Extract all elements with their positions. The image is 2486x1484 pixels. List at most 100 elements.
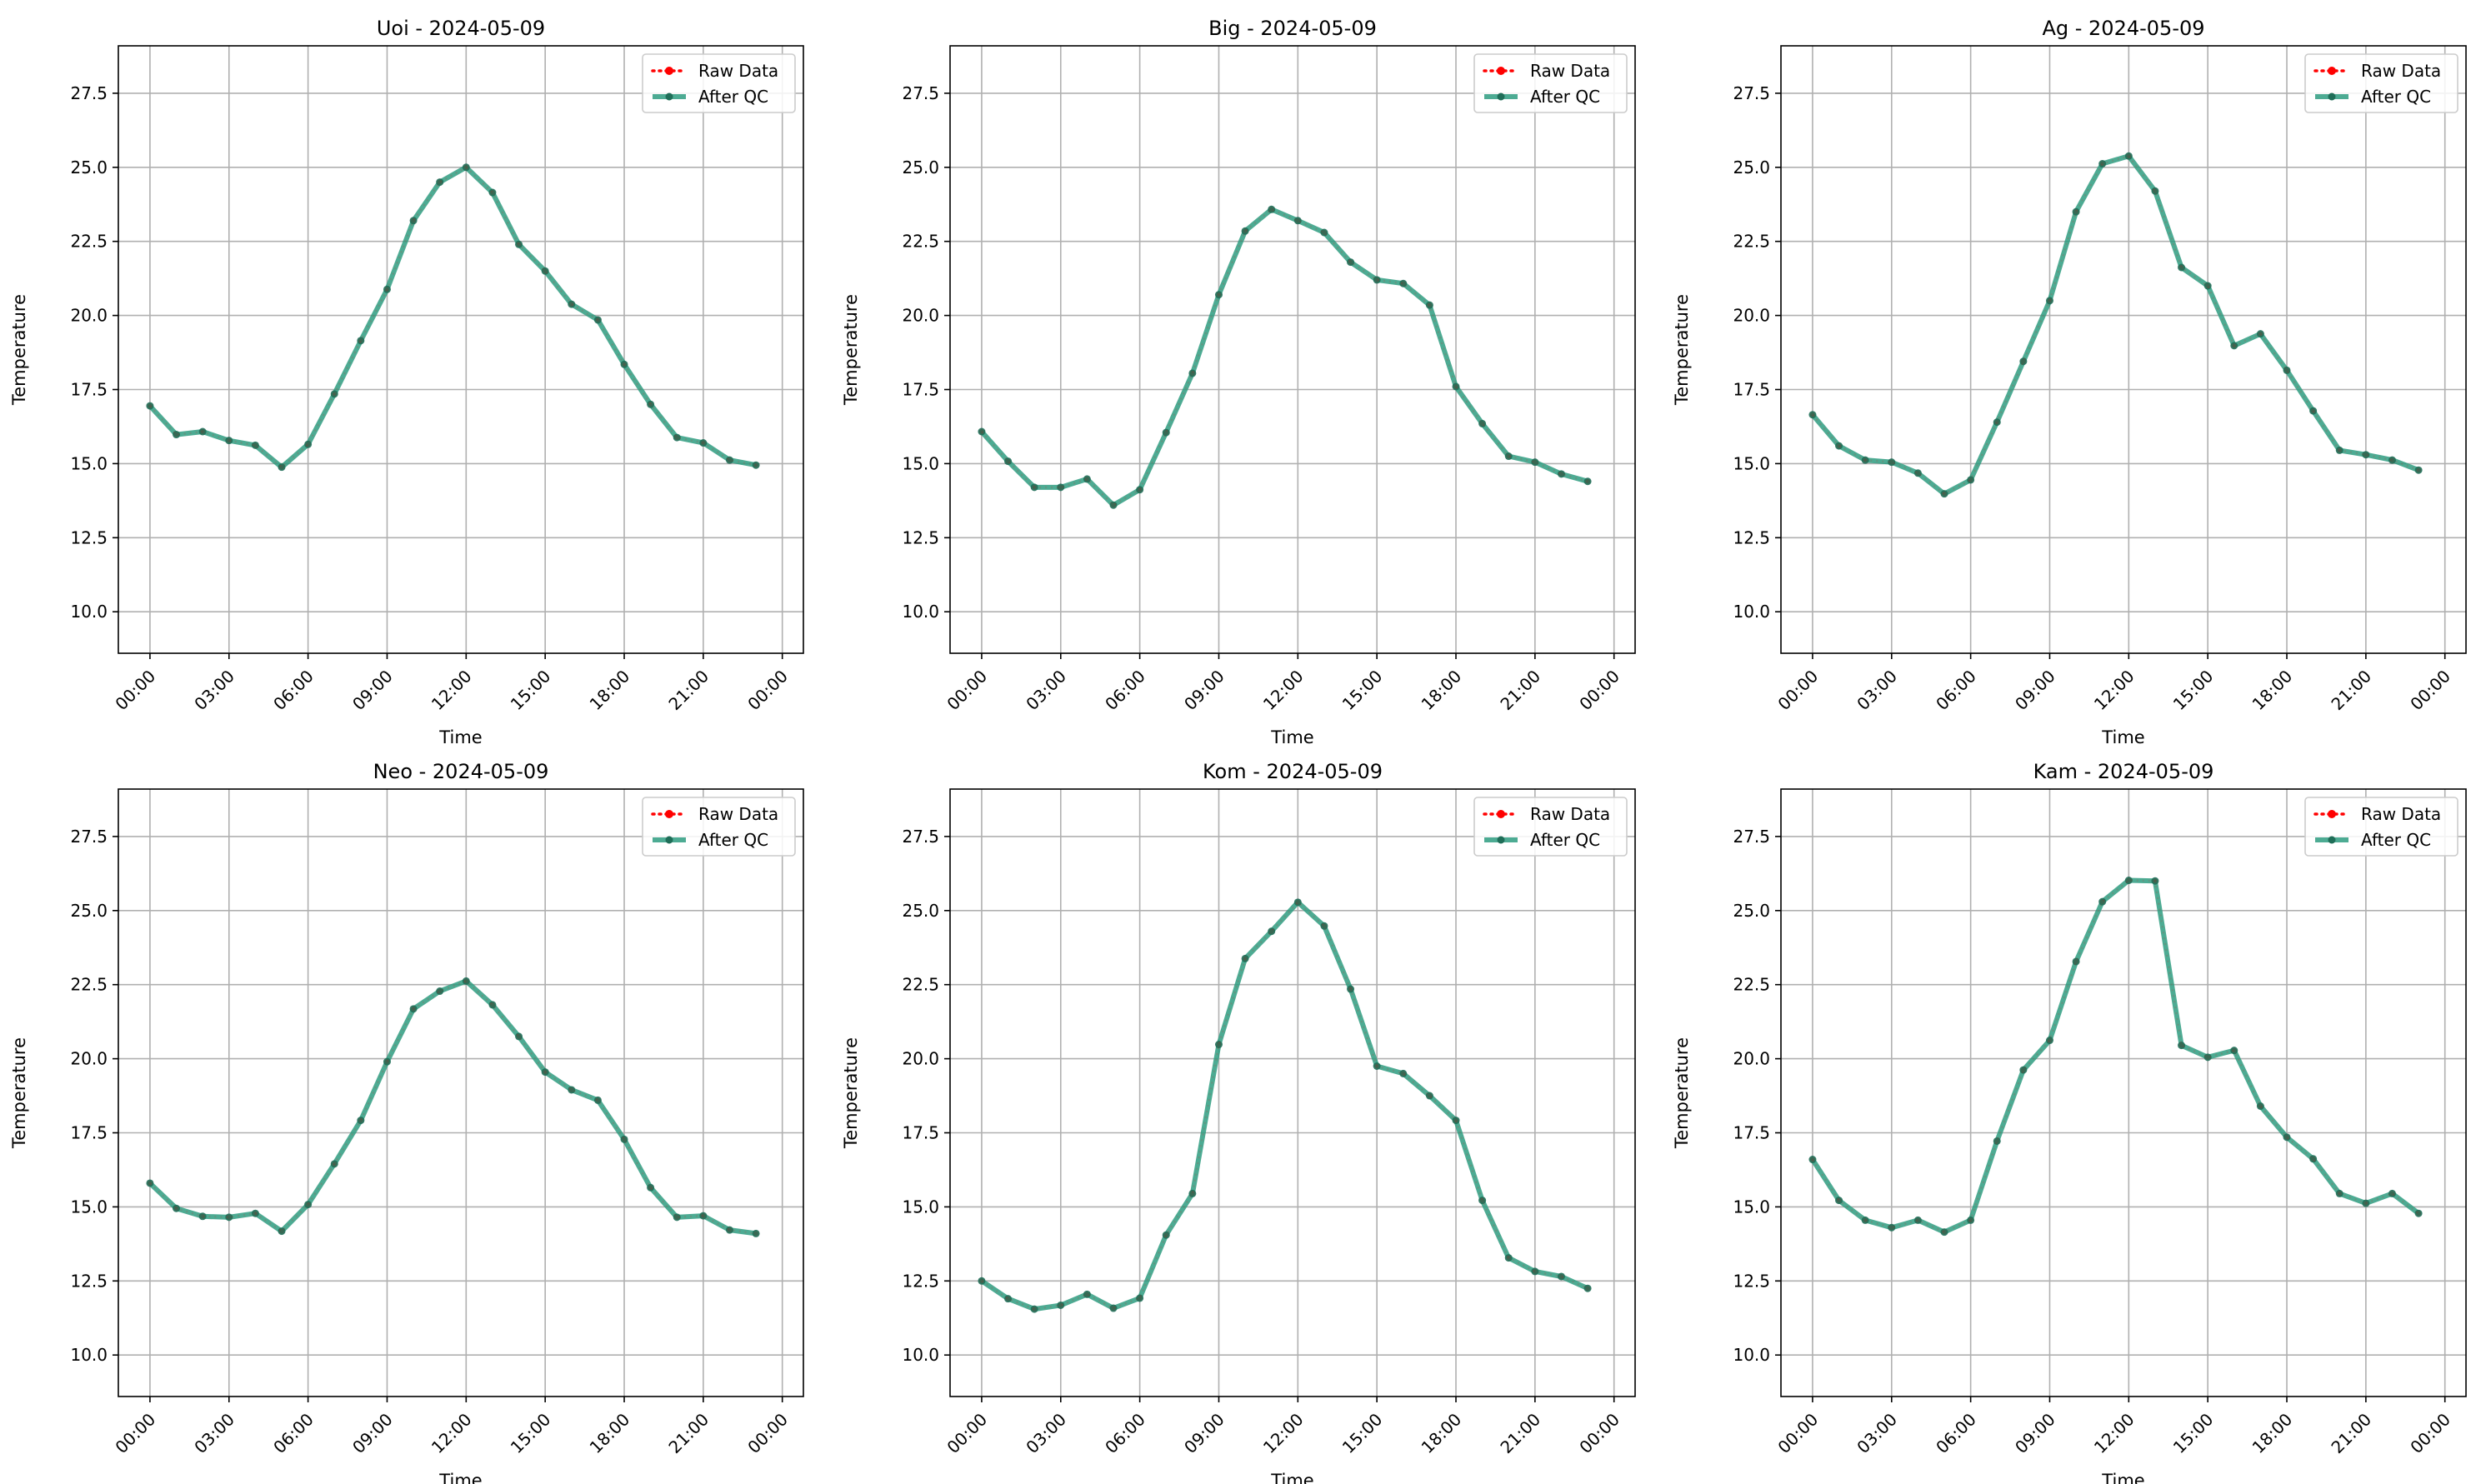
legend-marker-after-qc	[2328, 92, 2336, 101]
subplot-title: Neo - 2024-05-09	[373, 760, 549, 783]
series-line-after-qc	[147, 164, 759, 470]
y-tick-label: 22.5	[1733, 232, 1770, 252]
point-raw-data	[2284, 1134, 2290, 1140]
series-line-after-qc	[1809, 877, 2422, 1235]
point-raw-data	[1348, 987, 1353, 992]
point-raw-data	[200, 429, 206, 435]
point-after-qc	[2414, 1209, 2423, 1217]
point-after-qc	[1004, 1295, 1013, 1303]
point-after-qc	[2072, 207, 2080, 216]
legend-label-after-qc: After QC	[698, 830, 768, 850]
point-after-qc	[2019, 1066, 2028, 1074]
y-tick-label: 17.5	[70, 380, 108, 400]
point-after-qc	[752, 1229, 760, 1237]
point-after-qc	[1241, 227, 1249, 235]
y-axis-label: Temperature	[1672, 1037, 1692, 1149]
point-after-qc	[1913, 469, 1922, 477]
point-raw-data	[2047, 1037, 2053, 1043]
point-raw-data	[2231, 342, 2237, 348]
point-after-qc	[2203, 1053, 2212, 1062]
y-tick-label: 10.0	[1733, 602, 1770, 622]
y-tick-label: 15.0	[1733, 453, 1770, 473]
legend-label-raw-data: Raw Data	[698, 61, 778, 81]
point-raw-data	[2337, 447, 2343, 453]
point-raw-data	[2178, 1042, 2184, 1048]
y-tick-label: 27.5	[1733, 827, 1770, 847]
point-after-qc	[1583, 1284, 1592, 1292]
point-raw-data	[2258, 331, 2263, 337]
point-after-qc	[146, 402, 154, 410]
point-after-qc	[699, 439, 708, 447]
subplot-title: Kom - 2024-05-09	[1203, 760, 1383, 783]
point-after-qc	[1835, 442, 1843, 450]
point-after-qc	[1109, 501, 1118, 509]
point-after-qc	[1504, 452, 1513, 461]
point-raw-data	[1111, 1306, 1117, 1312]
point-after-qc	[2045, 297, 2053, 305]
legend-marker-after-qc	[2328, 836, 2336, 844]
legend-label-after-qc: After QC	[2361, 830, 2431, 850]
point-after-qc	[673, 1213, 681, 1222]
legend-marker-after-qc	[665, 836, 673, 844]
point-raw-data	[1994, 1138, 2000, 1144]
point-raw-data	[1216, 1042, 1222, 1047]
x-axis-label: Time	[438, 727, 482, 747]
point-after-qc	[620, 1135, 628, 1143]
point-raw-data	[622, 362, 628, 367]
y-tick-label: 12.5	[1733, 527, 1770, 547]
point-raw-data	[700, 1213, 706, 1219]
point-raw-data	[1058, 1302, 1063, 1308]
point-after-qc	[1030, 1305, 1038, 1313]
legend-marker-raw-data	[2328, 67, 2336, 75]
point-after-qc	[2098, 897, 2107, 906]
point-raw-data	[2231, 1047, 2237, 1053]
y-tick-label: 20.0	[902, 306, 939, 326]
legend-marker-raw-data	[2328, 810, 2336, 818]
point-raw-data	[1427, 302, 1433, 308]
point-raw-data	[1915, 470, 1921, 476]
y-tick-label: 12.5	[902, 1271, 939, 1291]
point-raw-data	[1295, 217, 1301, 223]
point-after-qc	[1057, 483, 1065, 492]
point-after-qc	[2362, 451, 2370, 459]
point-raw-data	[1863, 457, 1868, 463]
point-raw-data	[1268, 928, 1274, 934]
subplot-title: Big - 2024-05-09	[1208, 17, 1377, 40]
plot-frame	[118, 788, 804, 1397]
point-raw-data	[2258, 1103, 2263, 1109]
legend: Raw Data After QC	[642, 797, 796, 857]
point-raw-data	[2152, 878, 2158, 884]
point-after-qc	[1993, 418, 2001, 427]
legend: Raw Data After QC	[1473, 53, 1628, 113]
point-after-qc	[436, 178, 444, 187]
point-after-qc	[383, 1057, 391, 1066]
point-after-qc	[1583, 477, 1592, 486]
y-tick-label: 12.5	[902, 527, 939, 547]
y-tick-label: 27.5	[70, 827, 108, 847]
y-tick-label: 17.5	[902, 1123, 939, 1143]
point-raw-data	[1137, 1295, 1143, 1301]
y-tick-label: 22.5	[70, 232, 108, 252]
point-after-qc	[647, 400, 655, 408]
point-raw-data	[173, 1206, 179, 1212]
point-raw-data	[1863, 1217, 1868, 1223]
y-tick-label: 27.5	[1733, 83, 1770, 103]
point-after-qc	[357, 337, 365, 345]
point-raw-data	[437, 179, 443, 185]
point-raw-data	[1532, 1268, 1538, 1274]
point-raw-data	[1189, 1191, 1195, 1197]
point-raw-data	[2310, 1156, 2316, 1162]
point-raw-data	[1295, 899, 1301, 905]
point-after-qc	[2178, 263, 2186, 272]
point-after-qc	[1861, 1216, 1869, 1224]
point-raw-data	[2363, 452, 2368, 457]
point-raw-data	[727, 1227, 733, 1233]
point-after-qc	[2203, 282, 2212, 290]
y-tick-label: 17.5	[902, 380, 939, 400]
point-after-qc	[146, 1179, 154, 1187]
legend-label-raw-data: Raw Data	[698, 804, 778, 824]
legend-marker-raw-data	[665, 67, 673, 75]
point-raw-data	[2099, 899, 2105, 905]
